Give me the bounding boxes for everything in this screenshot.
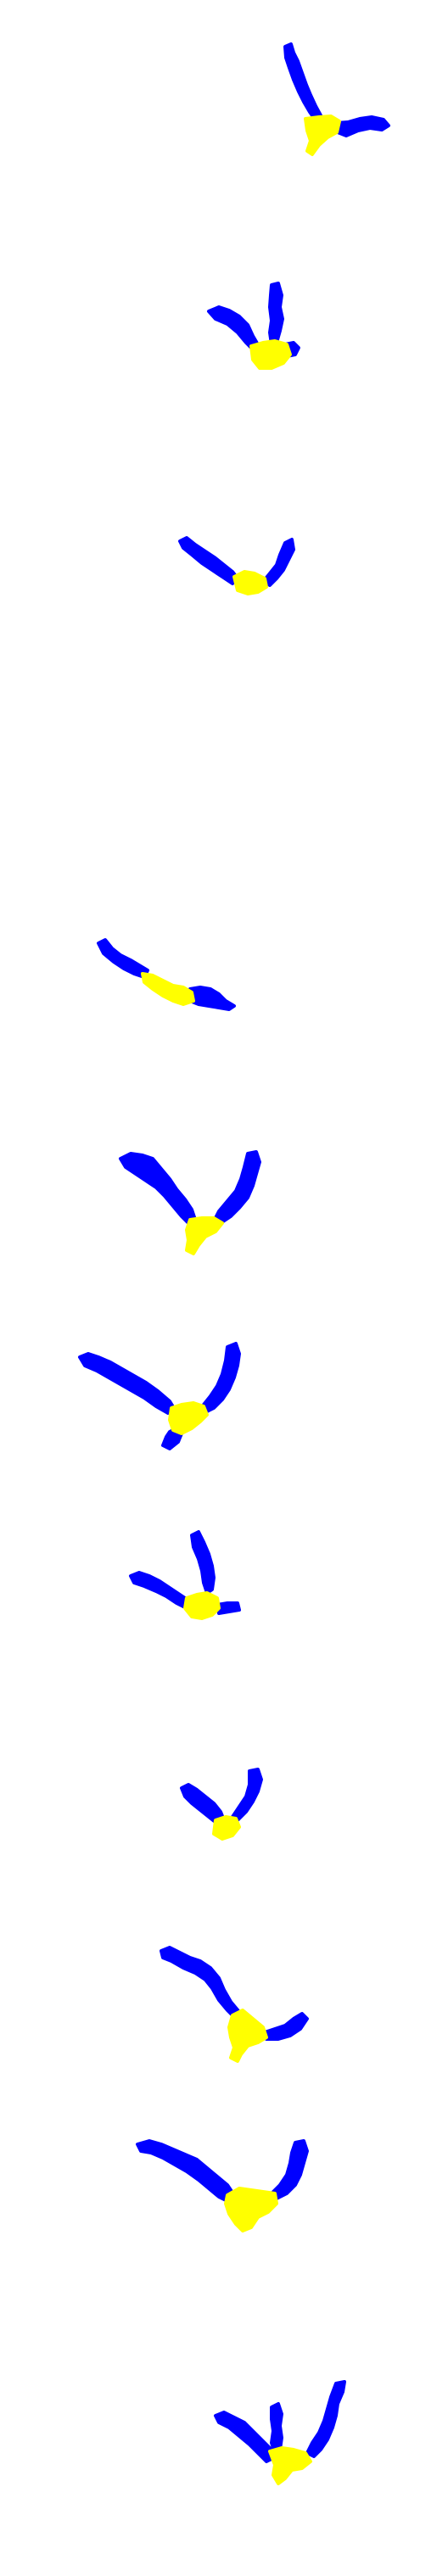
figure-1-branch-right (334, 115, 390, 137)
figure-11-junction (268, 2446, 312, 2485)
figure-10-branch-right (270, 2139, 309, 2200)
figure-5-branch-left (119, 1152, 197, 1227)
figure-5-junction (185, 1216, 224, 1255)
figure-1 (283, 42, 390, 156)
figure-3-junction (232, 570, 268, 595)
figure-10 (136, 2139, 309, 2232)
figure-5-branch-right (212, 1150, 261, 1225)
figure-9-branch-left (160, 1946, 241, 2020)
figure-7-branch-right (216, 1601, 241, 1615)
figure-2-branch-up (268, 282, 284, 346)
figure-3 (178, 536, 295, 595)
figure-3-branch-right (261, 538, 295, 587)
figure-4-branch-right (188, 986, 236, 1011)
figure-8 (180, 1768, 263, 1841)
figure-7-branch-left (129, 1571, 192, 1610)
figure-11 (214, 2380, 346, 2485)
figure-6-junction (168, 1401, 209, 1435)
figure-10-junction (224, 2187, 278, 2232)
figure-11-branch-left (214, 2411, 275, 2463)
figure-6 (78, 1342, 241, 1450)
figure-8-junction (212, 1815, 241, 1841)
figure-9 (160, 1946, 309, 2063)
figure-3-branch-left (178, 536, 239, 585)
figure-4 (97, 938, 236, 1011)
figure-11-branch-right (305, 2380, 346, 2458)
figure-5 (119, 1150, 261, 1255)
figure-6-branch-left (78, 1352, 176, 1415)
figure-9-junction (227, 2009, 268, 2063)
figure-7-junction (183, 1591, 221, 1620)
figure-11-branch-mid (270, 2402, 283, 2455)
figure-4-branch-left (97, 938, 149, 979)
figure-1-junction (304, 115, 341, 156)
figure-9-branch-right (263, 2012, 309, 2041)
figure-8-branch-right (231, 1768, 263, 1822)
figure-7 (129, 1530, 241, 1620)
figure-1-branch-up (283, 42, 322, 122)
figure-7-branch-up (190, 1530, 216, 1595)
figure-2 (207, 282, 300, 370)
figure-4-junction (141, 972, 195, 1006)
figure-6-branch-up (202, 1342, 241, 1413)
figure-2-junction (249, 339, 292, 370)
figure-10-branch-left (136, 2139, 236, 2204)
